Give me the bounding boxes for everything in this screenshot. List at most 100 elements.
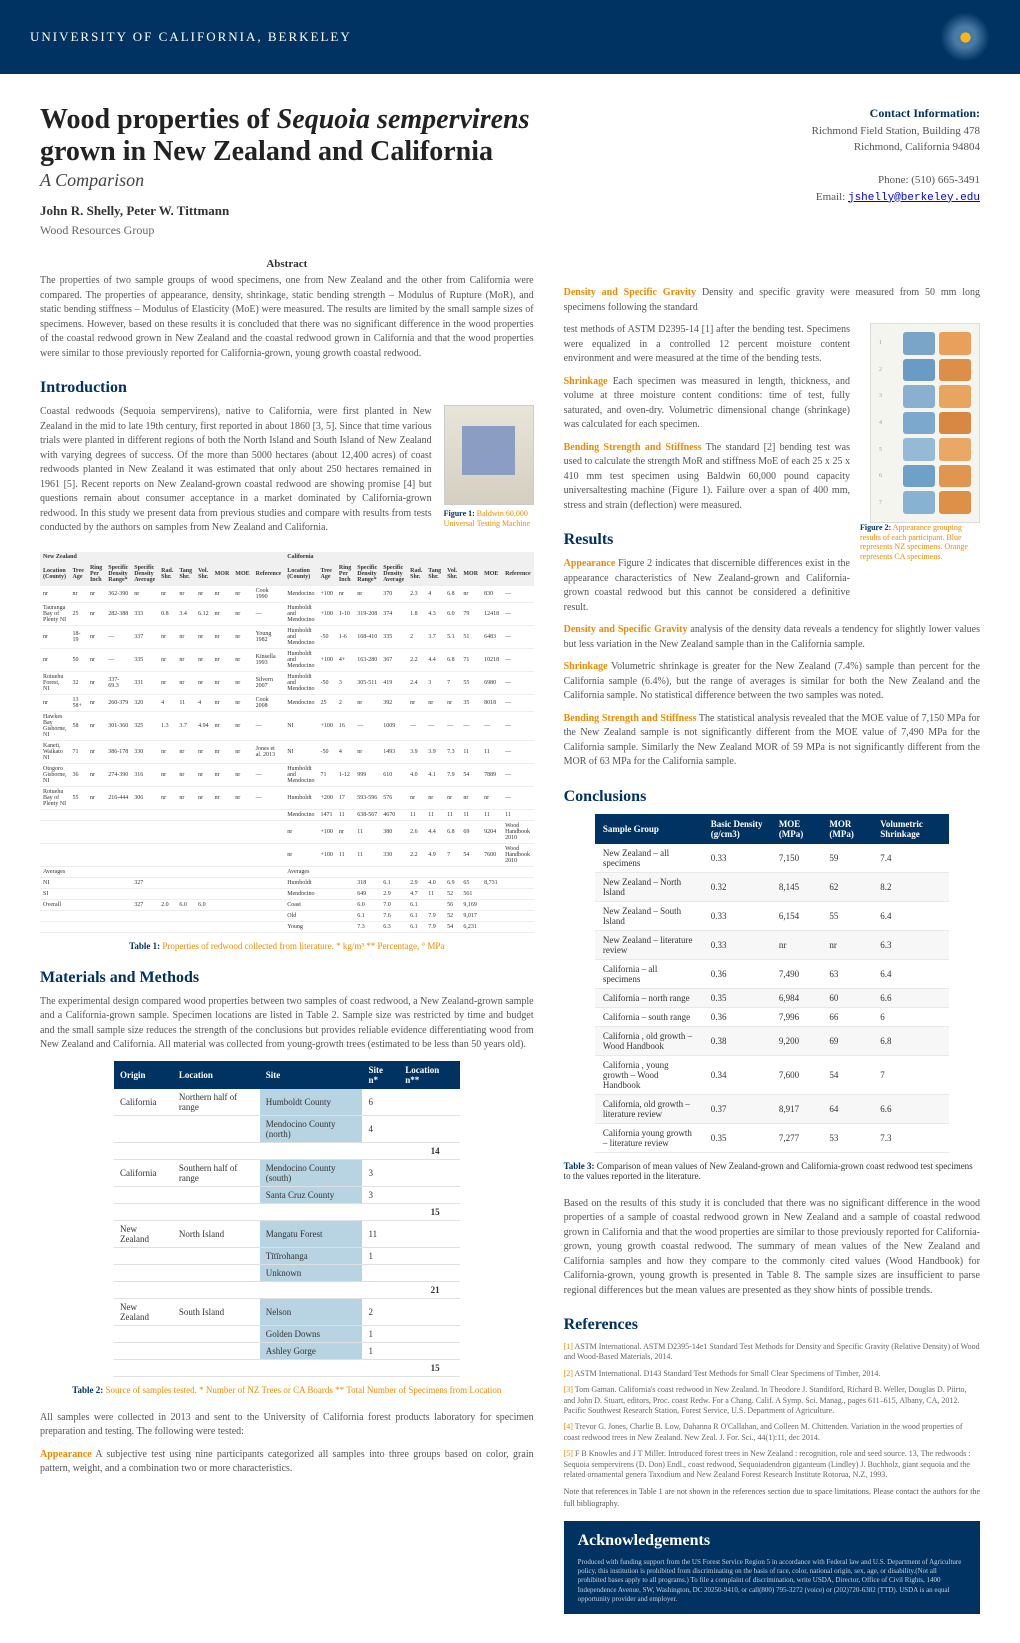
table-row: Overall3272.06.06.0Coast6.07.06.1569,169 <box>40 899 534 910</box>
university-name: UNIVERSITY OF CALIFORNIA, BERKELEY <box>30 29 352 45</box>
table-row: Golden Downs1 <box>114 1325 460 1342</box>
table-row: 15 <box>114 1203 460 1220</box>
table-row: Santa Cruz County3 <box>114 1186 460 1203</box>
left-column: Wood properties of Sequoia sempervirens … <box>40 104 534 1614</box>
appearance-text: A subjective test using nine participant… <box>40 1449 534 1475</box>
table-row: OriginLocationSiteSite n*Location n** <box>114 1061 460 1089</box>
table-row: 21 <box>114 1281 460 1298</box>
table-row: Mendocino147111638-5674670111111111111 <box>40 809 534 820</box>
ack-text: Produced with funding support from the U… <box>578 1558 966 1603</box>
reference-item: [3] Tom Gaman. California's coast redwoo… <box>564 1385 980 1416</box>
table-row: nr13 58+nr260-3793204114nrnrCook 2008Men… <box>40 694 534 711</box>
table-row: nr18-19nr—337nrnrnrnrnrYoung 1982Humbold… <box>40 625 534 648</box>
table-row: 15 <box>114 1359 460 1376</box>
table-row: California , young growth – Wood Handboo… <box>595 1055 949 1094</box>
results-heading: Results <box>564 531 850 549</box>
table-row: Mendocino County (north)4 <box>114 1115 460 1142</box>
table-row: California – south range0.367,996666 <box>595 1007 949 1026</box>
table-row: New Zealand – North Island0.328,145628.2 <box>595 872 949 901</box>
references-list: [1] ASTM International. ASTM D2395-14e1 … <box>564 1342 980 1480</box>
introduction-heading: Introduction <box>40 379 534 397</box>
berkeley-seal-icon <box>940 12 990 62</box>
abstract-label: Abstract <box>40 258 534 270</box>
reference-item: [2] ASTM International. D143 Standard Te… <box>564 1369 980 1379</box>
t1-label: Table 1: <box>129 941 160 951</box>
results-appearance: Appearance Figure 2 indicates that disce… <box>564 557 850 615</box>
swatch-ca <box>939 491 971 514</box>
table-row: California – all specimens0.367,490636.4 <box>595 959 949 988</box>
figure-2-image: 1234567 <box>870 323 980 523</box>
introduction-text: Coastal redwoods (Sequoia sempervirens),… <box>40 405 432 536</box>
table-row: California , old growth – Wood Handbook0… <box>595 1026 949 1055</box>
r-den-label: Density and Specific Gravity <box>564 624 688 635</box>
table-row: SIMendocino6492.94.71152561 <box>40 888 534 899</box>
bending-label: Bending Strength and Stiffness <box>564 442 702 453</box>
authors: John R. Shelly, Peter W. Tittmann <box>40 203 534 219</box>
table-row: New Zealand – literature review0.33nrnr6… <box>595 930 949 959</box>
t3-label: Table 3: <box>564 1161 595 1171</box>
swatch-nz <box>903 385 935 408</box>
table-row: Kaneti, Waikato NI71nr386-178330nrnrnrnr… <box>40 740 534 763</box>
fig1-label: Figure 1: <box>444 509 475 518</box>
swatch-row: 1 <box>879 332 971 355</box>
figure-1-caption: Figure 1: Baldwin 60,000 Universal Testi… <box>444 509 534 528</box>
swatch-ca <box>939 465 971 488</box>
results-bending: Bending Strength and Stiffness The stati… <box>564 712 980 770</box>
table-row: nr+10011113302.24.97547600Wood Handbook … <box>40 843 534 866</box>
title-text-2: grown in New Zealand and California <box>40 136 493 167</box>
shrinkage-para: Shrinkage Each specimen was measured in … <box>564 375 850 433</box>
table-row: California, old growth – literature revi… <box>595 1094 949 1123</box>
t3-text: Comparison of mean values of New Zealand… <box>564 1161 973 1181</box>
t2-label: Table 2: <box>72 1385 103 1395</box>
table-row: New ZealandNorth IslandMangatu Forest11 <box>114 1220 460 1247</box>
contact-info: Contact Information: Richmond Field Stat… <box>564 104 980 206</box>
appearance-para: Appearance A subjective test using nine … <box>40 1448 534 1477</box>
table-header: New Zealand <box>40 552 284 563</box>
table-row: nrnrnr362-390nrnrnrnrnrnrCook 1990Mendoc… <box>40 585 534 602</box>
references-heading: References <box>564 1316 980 1334</box>
r-ben-label: Bending Strength and Stiffness <box>564 713 697 724</box>
density-label: Density and Specific Gravity <box>564 287 697 298</box>
swatch-nz <box>903 332 935 355</box>
table-row: New ZealandCalifornia <box>40 552 534 563</box>
table-row: Hawkes Bay Gisborne, NI58nr301-3603251.3… <box>40 711 534 740</box>
swatch-nz <box>903 359 935 382</box>
ack-heading: Acknowledgements <box>578 1531 966 1552</box>
materials-p1: The experimental design compared wood pr… <box>40 995 534 1053</box>
table-row: New ZealandSouth IslandNelson2 <box>114 1298 460 1325</box>
table-row: Rotuehu Bay of Plenty NI55nr216-444306nr… <box>40 786 534 809</box>
contact-email-link[interactable]: jshelly@berkeley.edu <box>848 192 980 204</box>
swatch-row: 5 <box>879 438 971 461</box>
contact-label: Contact Information: <box>870 106 980 120</box>
table-row: Rotuehu Forest, NI32nr337-69.3331nrnrnrn… <box>40 671 534 694</box>
appearance-label: Appearance <box>40 1449 92 1460</box>
table-row: New Zealand – South Island0.336,154556.4 <box>595 901 949 930</box>
table-row: 14 <box>114 1142 460 1159</box>
abstract-text: The properties of two sample groups of w… <box>40 274 534 361</box>
density-para: Density and Specific Gravity Density and… <box>564 286 980 315</box>
results-density: Density and Specific Gravity analysis of… <box>564 623 980 652</box>
shrinkage-text: Each specimen was measured in length, th… <box>564 376 850 431</box>
swatch-ca <box>939 359 971 382</box>
swatch-row: 7 <box>879 491 971 514</box>
bending-para: Bending Strength and Stiffness The stand… <box>564 441 850 514</box>
reference-item: [1] ASTM International. ASTM D2395-14e1 … <box>564 1342 980 1363</box>
table-row: Tītīrohanga1 <box>114 1247 460 1264</box>
table-1-caption: Table 1: Properties of redwood collected… <box>40 941 534 951</box>
table-2-caption: Table 2: Source of samples tested. * Num… <box>40 1385 534 1395</box>
table-row: California – north range0.356,984606.6 <box>595 988 949 1007</box>
ref-note: Note that references in Table 1 are not … <box>564 1486 980 1509</box>
table-row: Old6.17.66.17.9529,017 <box>40 910 534 921</box>
table-row: Ashley Gorge1 <box>114 1342 460 1359</box>
table-row: NI327Humboldt3186.12.94.06.9658,731 <box>40 877 534 888</box>
reference-item: [5] F B Knowles and J T Miller. Introduc… <box>564 1449 980 1480</box>
swatch-ca <box>939 412 971 435</box>
r-app-label: Appearance <box>564 558 616 569</box>
density-p2: test methods of ASTM D2395-14 [1] after … <box>564 323 850 367</box>
table-row: AveragesAverages <box>40 866 534 877</box>
swatch-nz <box>903 412 935 435</box>
swatch-ca <box>939 385 971 408</box>
swatch-row: 6 <box>879 465 971 488</box>
swatch-nz <box>903 438 935 461</box>
materials-p2: All samples were collected in 2013 and s… <box>40 1411 534 1440</box>
